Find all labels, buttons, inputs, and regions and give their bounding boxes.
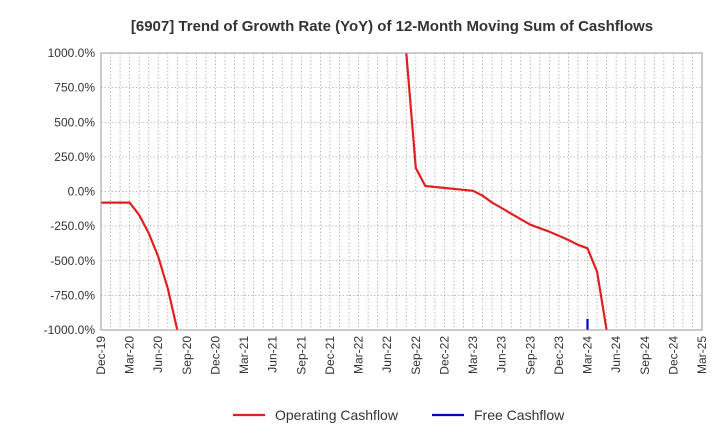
legend-label: Free Cashflow bbox=[474, 407, 565, 423]
legend: Operating Cashflow Free Cashflow bbox=[233, 407, 565, 423]
x-tick-label: Dec-22 bbox=[437, 336, 451, 375]
x-tick-label: Mar-25 bbox=[695, 336, 709, 374]
y-tick-label: 0.0% bbox=[68, 185, 96, 199]
y-tick-label: -1000.0% bbox=[44, 323, 96, 337]
x-tick-label: Dec-20 bbox=[208, 336, 222, 375]
x-tick-label: Jun-21 bbox=[266, 336, 280, 373]
legend-label: Operating Cashflow bbox=[275, 407, 399, 423]
y-tick-label: -250.0% bbox=[50, 219, 95, 233]
y-tick-label: 500.0% bbox=[54, 115, 95, 129]
y-tick-label: -500.0% bbox=[50, 254, 95, 268]
x-tick-label: Jun-22 bbox=[380, 336, 394, 373]
x-tick-label: Dec-19 bbox=[94, 336, 108, 375]
x-tick-label: Sep-20 bbox=[180, 336, 194, 375]
x-tick-label: Sep-21 bbox=[294, 336, 308, 375]
x-tick-label: Sep-22 bbox=[409, 336, 423, 375]
x-tick-label: Jun-23 bbox=[495, 336, 509, 373]
x-tick-label: Sep-24 bbox=[638, 336, 652, 375]
x-tick-label: Dec-21 bbox=[323, 336, 337, 375]
x-tick-label: Dec-24 bbox=[666, 336, 680, 375]
x-tick-label: Mar-22 bbox=[352, 336, 366, 374]
grid bbox=[100, 52, 703, 331]
x-axis-ticks: Dec-19 Mar-20 Jun-20 Sep-20 Dec-20 Mar-21 Jun-… bbox=[94, 336, 709, 375]
x-tick-label: Sep-23 bbox=[523, 336, 537, 375]
x-tick-label: Mar-21 bbox=[237, 336, 251, 374]
x-tick-label: Mar-23 bbox=[466, 336, 480, 374]
chart-title: [6907] Trend of Growth Rate (YoY) of 12-… bbox=[131, 18, 653, 35]
y-tick-label: 250.0% bbox=[54, 150, 95, 164]
series-line-operating-cashflow bbox=[101, 201, 179, 331]
plot-frame bbox=[100, 52, 703, 331]
y-tick-label: 750.0% bbox=[54, 81, 95, 95]
x-tick-label: Jun-24 bbox=[609, 336, 623, 373]
x-tick-label: Jun-20 bbox=[151, 336, 165, 373]
x-tick-label: Mar-24 bbox=[581, 336, 595, 374]
y-tick-label: -750.0% bbox=[50, 288, 95, 302]
y-axis-ticks: 1000.0% 750.0% 500.0% 250.0% 0.0% -250.0% -500… bbox=[44, 46, 96, 337]
y-tick-label: 1000.0% bbox=[48, 46, 96, 60]
x-tick-label: Dec-23 bbox=[552, 336, 566, 375]
series-lines bbox=[101, 52, 608, 331]
series-line-operating-cashflow bbox=[405, 52, 608, 331]
x-tick-label: Mar-20 bbox=[123, 336, 137, 374]
